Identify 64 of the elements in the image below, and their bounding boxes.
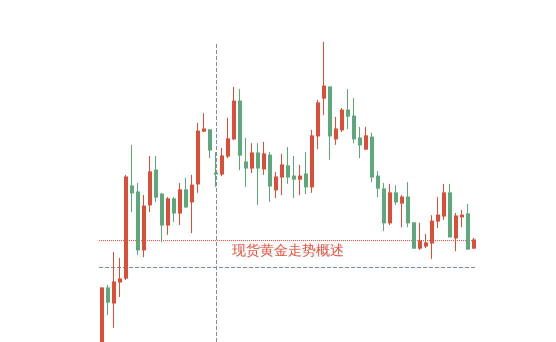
candlestick <box>394 184 398 206</box>
candlestick <box>406 182 410 228</box>
candlestick <box>202 112 206 132</box>
candlestick <box>148 156 152 213</box>
candlestick <box>142 194 146 258</box>
candlestick <box>460 210 464 228</box>
candlestick <box>214 152 218 188</box>
candlestick <box>136 182 140 256</box>
candlestick <box>358 126 362 159</box>
candlestick <box>322 42 326 116</box>
candlestick <box>262 141 266 176</box>
candlestick <box>436 196 440 228</box>
candlestick <box>448 183 452 238</box>
candlestick <box>166 196 170 236</box>
candlestick <box>160 192 164 243</box>
candlestick <box>316 99 320 150</box>
candlestick <box>352 98 356 144</box>
candlestick <box>256 142 260 206</box>
candlestick <box>370 132 374 183</box>
candlestick <box>334 116 338 146</box>
candlestick <box>400 194 404 228</box>
candlestick <box>286 146 290 184</box>
candlestick <box>280 153 284 196</box>
candlestick <box>130 144 134 213</box>
candlestick <box>238 88 242 171</box>
candlestick <box>268 152 272 202</box>
candlestick <box>298 164 302 196</box>
candlestick <box>232 86 236 141</box>
candlestick <box>250 142 254 174</box>
candlestick <box>112 252 116 328</box>
candlestick <box>454 212 458 252</box>
candlestick <box>346 88 350 130</box>
candlestick <box>472 237 476 250</box>
candlestick <box>178 182 182 226</box>
candlestick <box>304 152 308 195</box>
candlestick <box>220 147 224 177</box>
candlestick <box>418 222 422 250</box>
candlestick <box>154 156 158 202</box>
candlestick <box>244 138 248 188</box>
candlestick <box>412 222 416 250</box>
candlestick <box>430 214 434 260</box>
candlestick <box>208 128 212 159</box>
candlestick <box>184 177 188 208</box>
candlestick <box>172 196 176 222</box>
candlestick <box>388 183 392 226</box>
ref-line-label: 现货黄金走势概述 <box>232 243 344 259</box>
candlestick <box>190 174 194 234</box>
candlestick <box>292 156 296 198</box>
candlestick <box>310 129 314 194</box>
candlestick <box>106 284 110 316</box>
candlestick <box>364 126 368 150</box>
candlestick <box>382 182 386 232</box>
candlestick <box>196 122 200 194</box>
candlestick <box>442 183 446 220</box>
candlestick <box>376 170 380 198</box>
candlestick <box>274 171 278 198</box>
candlestick <box>226 117 230 159</box>
candlestick <box>100 286 104 342</box>
candlestick <box>118 258 122 298</box>
candlestick <box>466 204 470 250</box>
candlestick <box>328 86 332 160</box>
candlestick <box>424 234 428 249</box>
candlestick <box>124 174 128 280</box>
candlestick <box>340 108 344 132</box>
